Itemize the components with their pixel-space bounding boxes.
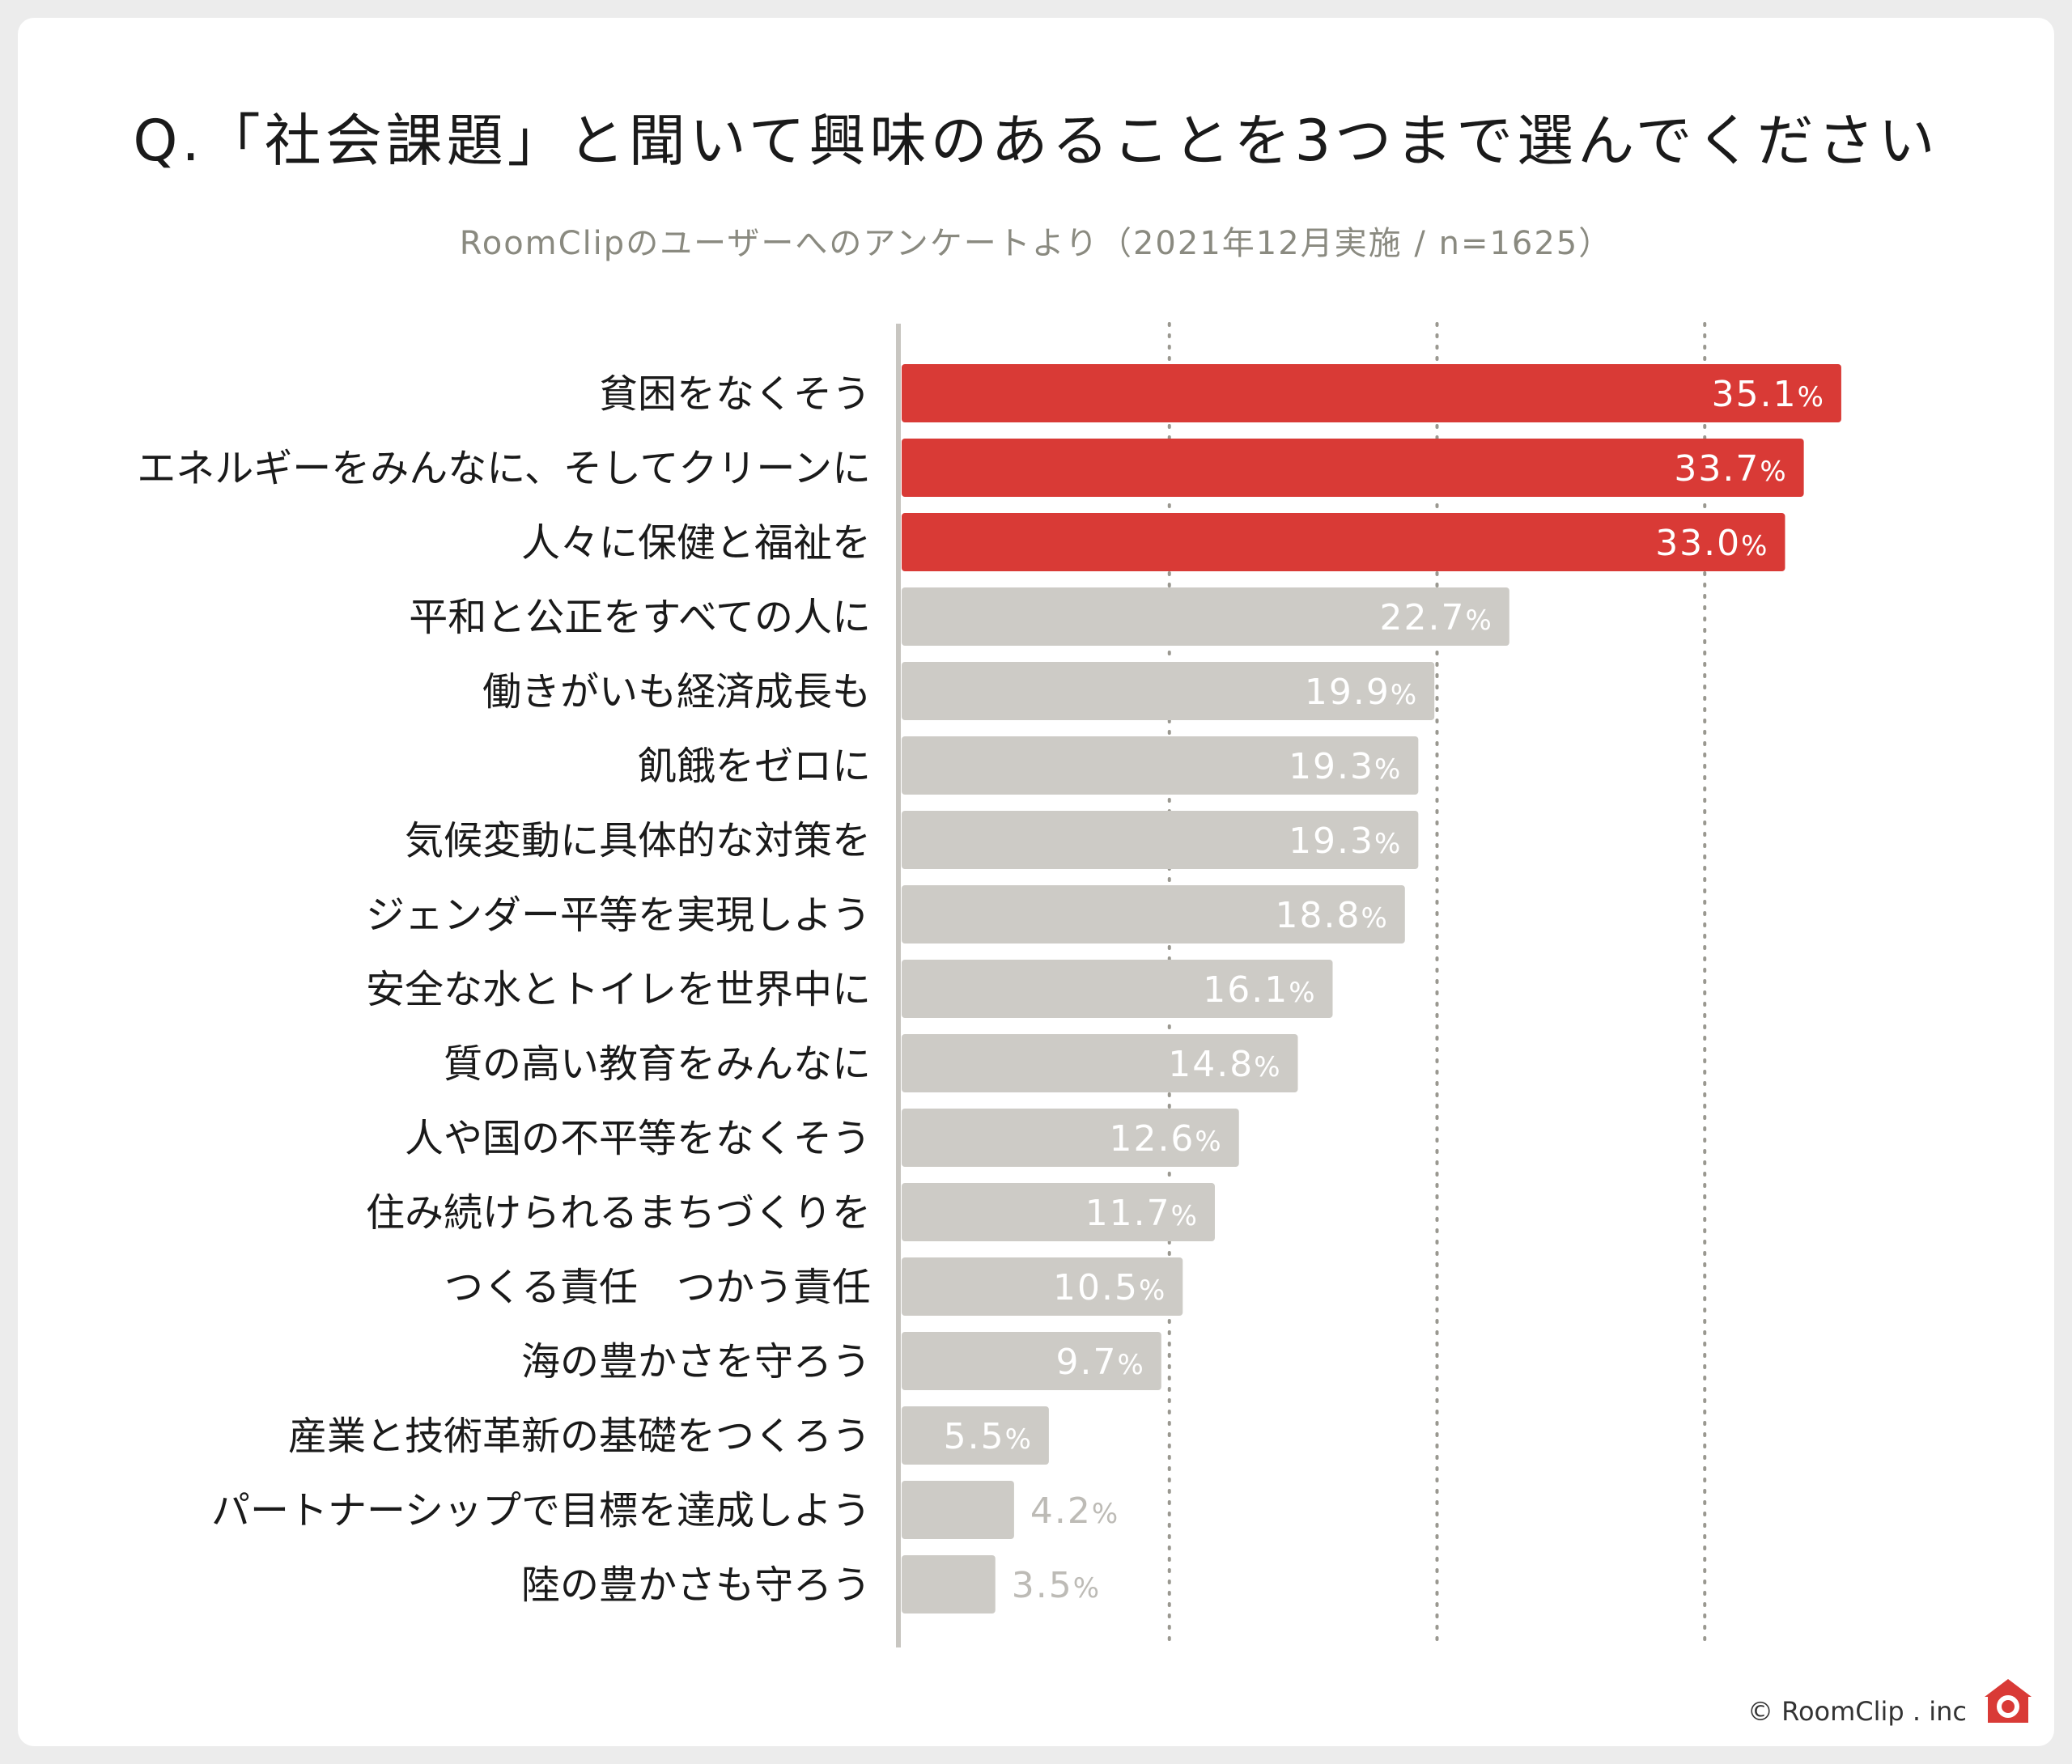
roomclip-logo-icon bbox=[1985, 1679, 2032, 1723]
value-label-2: 33.7% bbox=[1674, 448, 1787, 490]
category-label-17: 陸の豊かさも守ろう bbox=[521, 1563, 871, 1608]
bar-2 bbox=[902, 439, 1804, 497]
value-label-5: 19.9% bbox=[1305, 672, 1418, 713]
category-label-4: 平和と公正をすべての人に bbox=[409, 595, 871, 640]
value-label-3: 33.0% bbox=[1655, 523, 1768, 564]
category-label-10: 質の高い教育をみんなに bbox=[444, 1041, 871, 1087]
bar-11 bbox=[902, 1109, 1239, 1167]
value-label-13: 10.5% bbox=[1053, 1267, 1166, 1308]
value-label-16: 4.2% bbox=[1030, 1490, 1119, 1532]
category-label-3: 人々に保健と福祉を bbox=[521, 520, 871, 566]
category-label-12: 住み続けられるまちづくりを bbox=[366, 1190, 871, 1236]
bar-15 bbox=[902, 1406, 1049, 1465]
category-label-11: 人や国の不平等をなくそう bbox=[405, 1116, 871, 1161]
bar-16 bbox=[902, 1481, 1014, 1539]
value-label-9: 16.1% bbox=[1203, 969, 1316, 1011]
bar-12 bbox=[902, 1183, 1215, 1241]
category-label-15: 産業と技術革新の基礎をつくろう bbox=[288, 1414, 871, 1459]
value-label-10: 14.8% bbox=[1168, 1044, 1281, 1085]
value-label-6: 19.3% bbox=[1289, 746, 1402, 787]
category-label-7: 気候変動に具体的な対策を bbox=[405, 818, 871, 863]
bar-1 bbox=[902, 364, 1841, 422]
category-label-5: 働きがいも経済成長も bbox=[482, 669, 871, 715]
bar-3 bbox=[902, 513, 1785, 571]
bar-4 bbox=[902, 587, 1509, 646]
value-label-17: 3.5% bbox=[1012, 1565, 1101, 1606]
value-label-12: 11.7% bbox=[1085, 1193, 1199, 1234]
value-label-7: 19.3% bbox=[1289, 821, 1402, 862]
bar-7 bbox=[902, 811, 1419, 869]
category-label-6: 飢餓をゼロに bbox=[638, 744, 871, 789]
value-label-1: 35.1% bbox=[1712, 374, 1825, 415]
bar-10 bbox=[902, 1034, 1298, 1092]
category-label-14: 海の豊かさを守ろう bbox=[521, 1339, 871, 1384]
category-label-16: パートナーシップで目標を達成しよう bbox=[211, 1488, 871, 1533]
category-label-13: つくる責任 つかう責任 bbox=[444, 1265, 871, 1310]
category-label-8: ジェンダー平等を実現しよう bbox=[366, 893, 871, 938]
bar-14 bbox=[902, 1332, 1161, 1390]
category-label-9: 安全な水とトイレを世界中に bbox=[366, 967, 871, 1012]
value-label-11: 12.6% bbox=[1109, 1118, 1222, 1160]
value-label-8: 18.8% bbox=[1276, 895, 1389, 936]
bar-6 bbox=[902, 736, 1419, 795]
bar-9 bbox=[902, 960, 1333, 1018]
chart-subtitle: RoomClipのユーザーへのアンケートより（2021年12月実施 / n=16… bbox=[459, 225, 1613, 262]
bar-13 bbox=[902, 1257, 1183, 1316]
bar-5 bbox=[902, 662, 1435, 720]
bar-8 bbox=[902, 885, 1405, 943]
value-label-15: 5.5% bbox=[944, 1416, 1033, 1457]
value-label-14: 9.7% bbox=[1056, 1342, 1145, 1383]
bar-17 bbox=[902, 1555, 996, 1613]
category-label-1: 貧困をなくそう bbox=[599, 371, 871, 417]
copyright-credit: © RoomClip . inc bbox=[1747, 1696, 1967, 1727]
category-label-2: エネルギーをみんなに、そしてクリーンに bbox=[137, 446, 871, 491]
value-label-4: 22.7% bbox=[1380, 597, 1493, 638]
chart-title: Q.「社会課題」と聞いて興味のあることを3つまで選んでください bbox=[133, 108, 1939, 174]
